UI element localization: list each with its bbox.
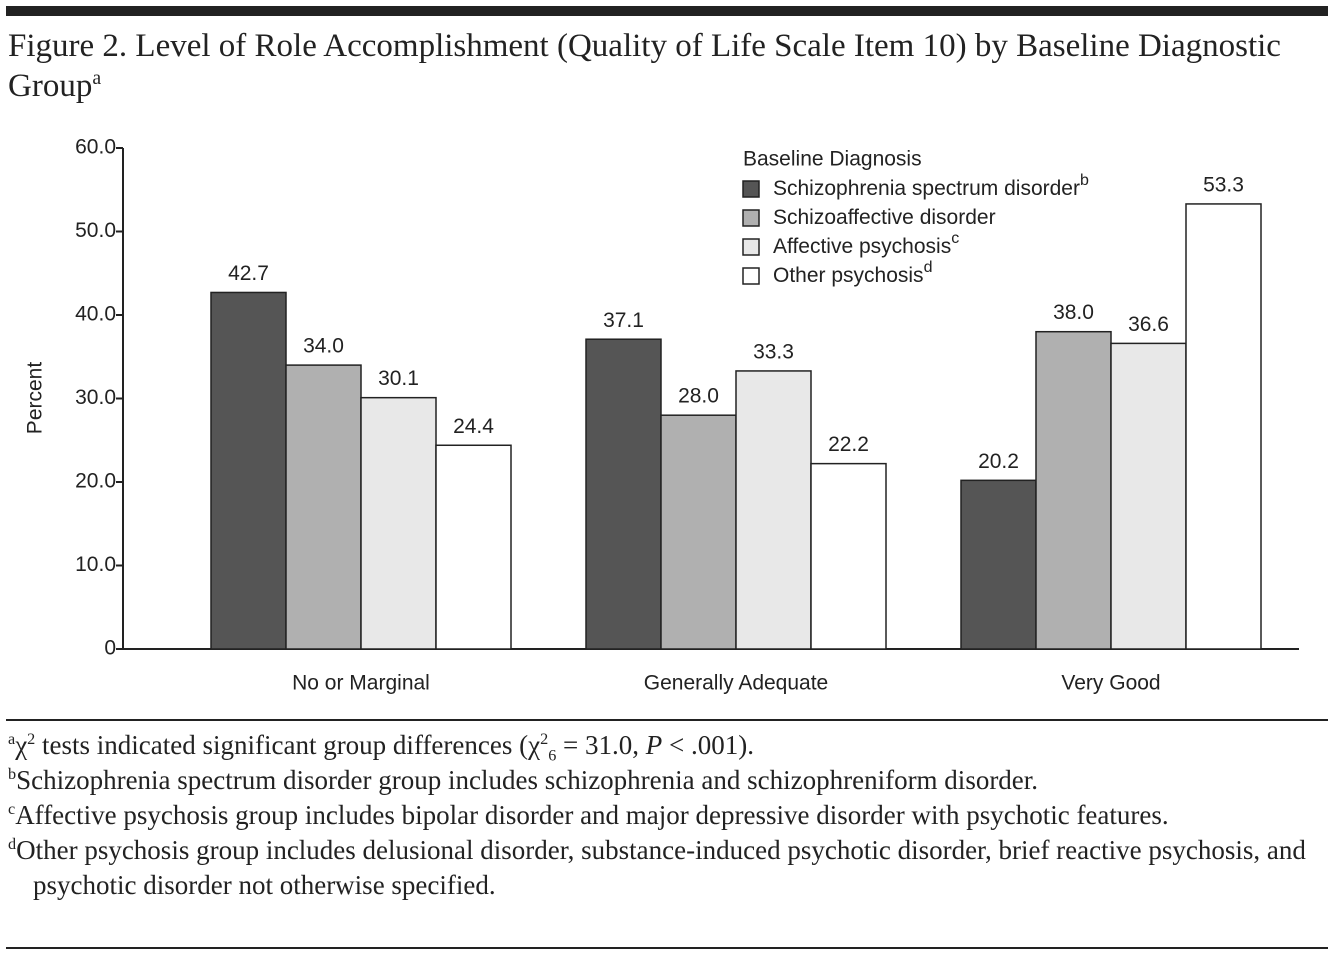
legend-swatch	[742, 180, 760, 198]
legend-text: Other psychosis	[773, 264, 924, 287]
y-tick-label: 0	[104, 637, 116, 660]
data-label: 38.0	[1053, 301, 1094, 324]
legend-note: c	[951, 230, 959, 247]
legend-text: Schizoaffective disorder	[773, 206, 996, 229]
bar	[1035, 330, 1112, 650]
title-note: a	[92, 67, 102, 89]
legend-text: Affective psychosis	[773, 235, 951, 258]
data-label: 24.4	[453, 415, 494, 438]
data-label: 22.2	[828, 433, 869, 456]
footnote: cAffective psychosis group includes bipo…	[8, 798, 1326, 833]
bar	[1185, 203, 1262, 650]
footnote-text: Schizophrenia spectrum disorder group in…	[16, 765, 1039, 795]
legend-label: Affective psychosisc	[773, 230, 959, 257]
bar	[960, 479, 1037, 650]
chart-title: Figure 2. Level of Role Accomplishment (…	[8, 26, 1318, 106]
footnote-text: 2	[27, 730, 36, 748]
footnote-text: < .001).	[662, 730, 754, 760]
data-label: 28.0	[678, 385, 719, 408]
footnote-text: P	[645, 730, 663, 760]
data-label: 37.1	[603, 309, 644, 332]
footnote: aχ2 tests indicated significant group di…	[8, 728, 1326, 763]
legend-label: Other psychosisd	[773, 259, 932, 286]
y-tick-label: 10.0	[75, 553, 116, 576]
y-tick-label: 30.0	[75, 386, 116, 409]
footnote-mark: a	[8, 730, 16, 748]
footnote-text: Affective psychosis group includes bipol…	[15, 800, 1169, 830]
bar	[735, 370, 812, 650]
rule	[6, 719, 1328, 721]
bar	[660, 414, 737, 650]
bar	[585, 338, 662, 650]
legend-note: d	[924, 259, 933, 276]
data-label: 34.0	[303, 335, 344, 358]
y-tick-label: 20.0	[75, 470, 116, 493]
data-label: 33.3	[753, 340, 794, 363]
y-tick-label: 60.0	[75, 136, 116, 159]
data-label: 30.1	[378, 367, 419, 390]
rule	[6, 947, 1328, 949]
footnote-mark: d	[8, 835, 17, 853]
legend-label: Schizoaffective disorder	[773, 206, 996, 229]
x-tick-label: No or Marginal	[292, 672, 430, 695]
legend-swatch	[742, 238, 760, 256]
data-label: 42.7	[228, 262, 269, 285]
legend-swatch	[742, 267, 760, 285]
data-label: 20.2	[978, 450, 1019, 473]
x-tick-label: Very Good	[1061, 672, 1160, 695]
y-tick-label: 40.0	[75, 303, 116, 326]
footnotes: aχ2 tests indicated significant group di…	[8, 728, 1326, 903]
footnote: dOther psychosis group includes delusion…	[8, 833, 1326, 903]
title-text: Figure 2. Level of Role Accomplishment (…	[8, 28, 1281, 104]
y-axis-label: Percent	[24, 362, 47, 435]
bar	[360, 396, 437, 650]
legend-title: Baseline Diagnosis	[743, 148, 922, 171]
x-tick-label: Generally Adequate	[644, 672, 828, 695]
y-tick-label: 50.0	[75, 219, 116, 242]
footnote-mark: c	[8, 800, 16, 818]
footnote: bSchizophrenia spectrum disorder group i…	[8, 763, 1326, 798]
bar	[810, 462, 887, 650]
footnote-text: 6	[548, 746, 557, 765]
legend-label: Schizophrenia spectrum disorderb	[773, 172, 1089, 199]
footnote-text: χ	[15, 730, 28, 760]
legend-swatch	[742, 209, 760, 227]
top-bar	[6, 6, 1328, 16]
footnote-text: Other psychosis group includes delusiona…	[16, 835, 1306, 900]
bar	[1110, 342, 1187, 650]
bar	[285, 364, 362, 650]
footnote-mark: b	[8, 765, 17, 783]
footnote-text: tests indicated significant group differ…	[35, 730, 541, 760]
legend-note: b	[1080, 172, 1089, 189]
bar	[435, 444, 512, 650]
data-label: 53.3	[1203, 173, 1244, 196]
legend-text: Schizophrenia spectrum disorder	[773, 177, 1080, 200]
data-label: 36.6	[1128, 313, 1169, 336]
bar	[210, 291, 287, 650]
footnote-text: 2	[540, 730, 549, 748]
footnote-text: = 31.0,	[556, 730, 646, 760]
